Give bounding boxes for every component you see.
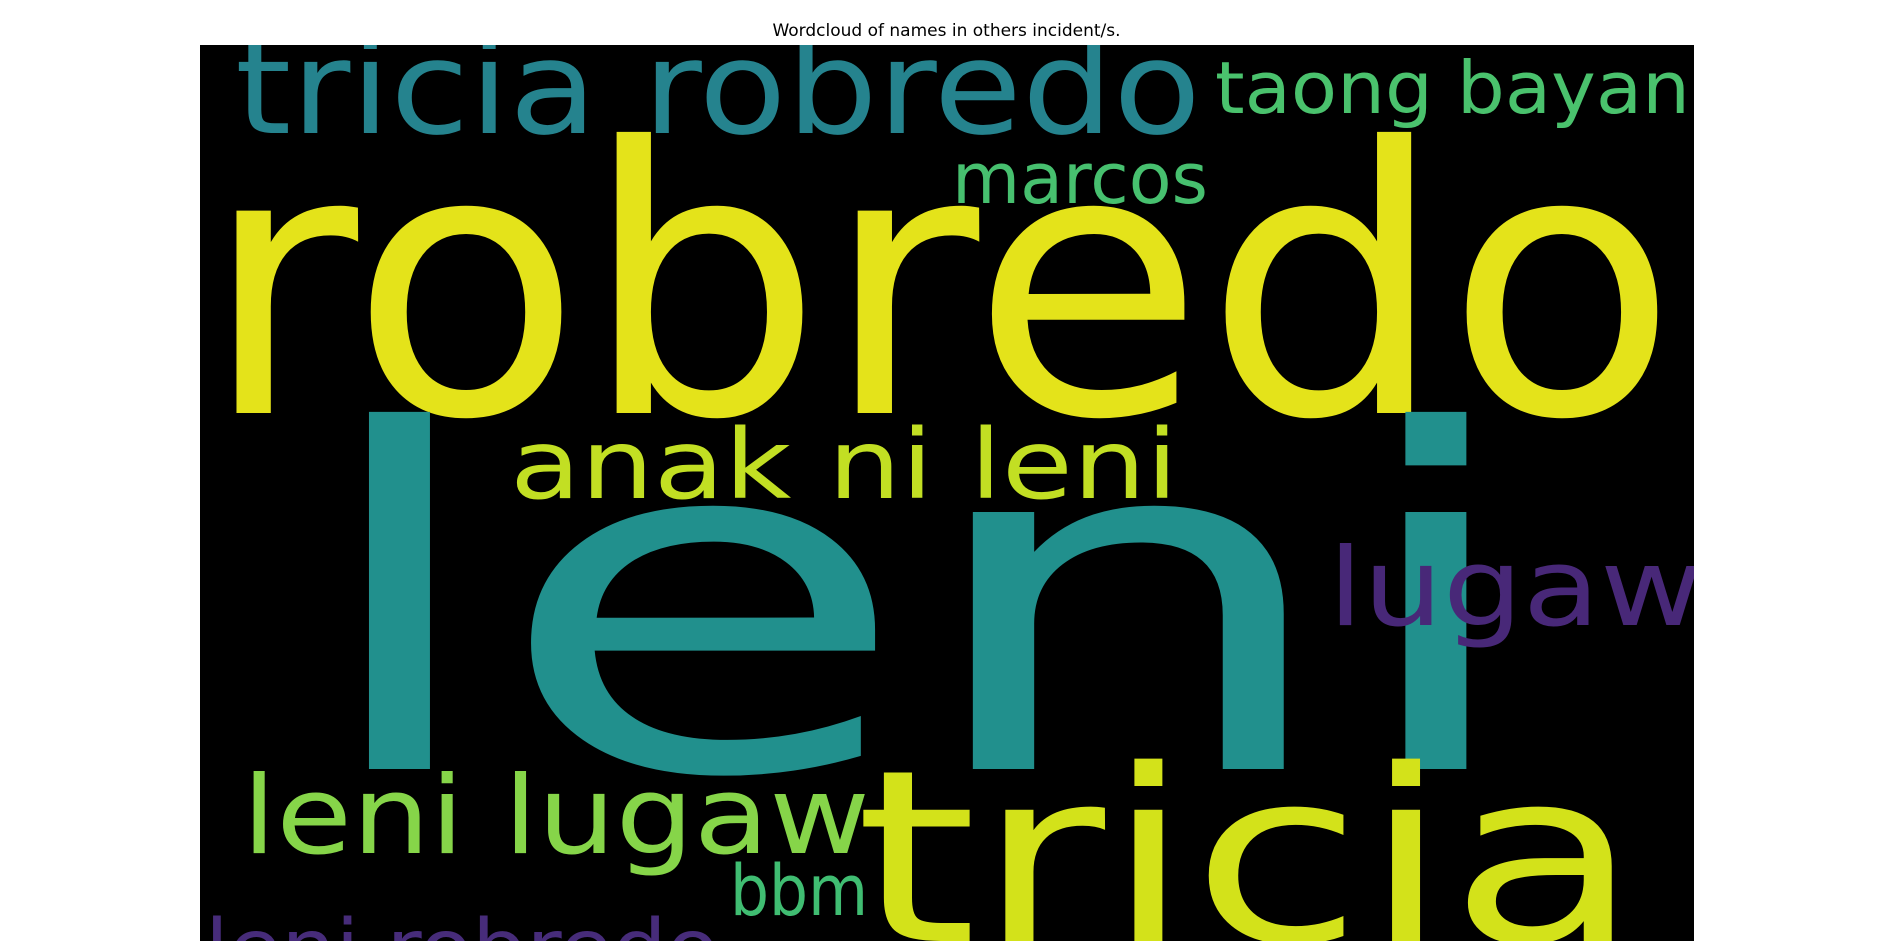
word-anak-ni-leni: anak ni leni — [510, 409, 1178, 521]
word-leni-lugaw: leni lugaw — [242, 754, 870, 879]
wordcloud-svg: robredo leni tricia tricia robredo taong… — [202, 45, 1694, 941]
word-leni-robredo: leni robredo — [205, 904, 719, 941]
word-lugaw: lugaw — [1328, 526, 1694, 651]
word-leni: leni — [305, 333, 1530, 880]
word-tricia: tricia — [855, 718, 1640, 941]
word-marcos: marcos — [952, 138, 1208, 220]
word-bbm: bbm — [730, 850, 868, 932]
chart-title: Wordcloud of names in others incident/s. — [772, 21, 1121, 41]
word-tricia-robredo: tricia robredo — [235, 45, 1201, 164]
word-robredo: robredo — [202, 71, 1678, 501]
wordcloud-canvas: robredo leni tricia tricia robredo taong… — [200, 45, 1694, 941]
word-taong-bayan: taong bayan — [1215, 46, 1690, 130]
